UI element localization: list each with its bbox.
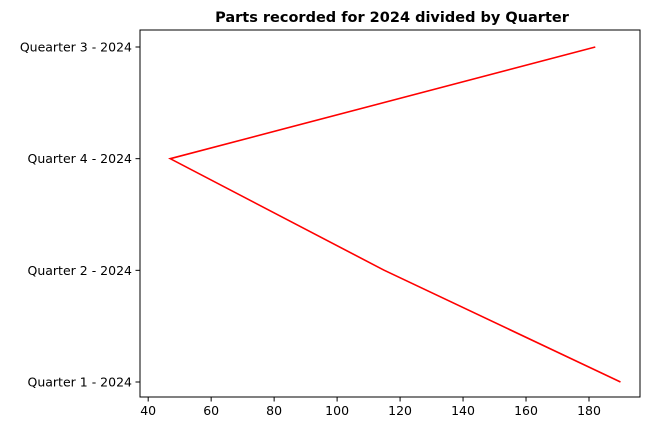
x-tick-label: 40: [140, 403, 156, 418]
y-tick-label: Quarter 2 - 2024: [28, 263, 133, 278]
plot-area: 40 60 80 100 120 140 160 180 Quarter 1 - 2024 Qua…: [20, 29, 641, 418]
x-tick-label: 100: [325, 403, 349, 418]
chart-title: Parts recorded for 2024 divided by Quart…: [215, 10, 570, 26]
y-tick-label: Quarter 4 - 2024: [28, 151, 133, 166]
y-tick-label: Quarter 1 - 2024: [28, 375, 133, 390]
x-tick-label: 160: [514, 403, 538, 418]
series-line: [168, 46, 621, 383]
x-tick-label: 180: [577, 403, 601, 418]
x-tick-label: 120: [388, 403, 412, 418]
y-tick-label: Quearter 3 - 2024: [20, 40, 132, 55]
axes-frame: [139, 29, 641, 398]
x-tick-label: 80: [266, 403, 282, 418]
x-tick-label: 140: [451, 403, 475, 418]
x-tick-label: 60: [203, 403, 219, 418]
